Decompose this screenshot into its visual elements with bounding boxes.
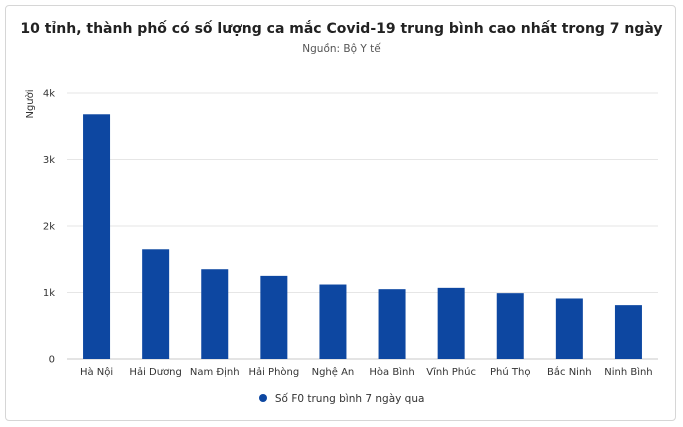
chart-subtitle: Nguồn: Bộ Y tế	[302, 43, 381, 55]
chart-title: 10 tỉnh, thành phố có số lượng ca mắc Co…	[20, 21, 663, 37]
bar[interactable]	[378, 289, 406, 359]
bar[interactable]	[319, 284, 347, 359]
legend[interactable]: Số F0 trung bình 7 ngày qua	[0, 393, 683, 405]
y-tick-labels: 0 1k 2k 3k 4k	[43, 89, 55, 366]
x-tick-label: Ninh Bình	[604, 366, 652, 378]
legend-label: Số F0 trung bình 7 ngày qua	[274, 393, 425, 405]
bar[interactable]	[614, 305, 642, 359]
bar[interactable]	[260, 275, 288, 359]
bar[interactable]	[142, 249, 170, 359]
bar[interactable]	[201, 269, 229, 359]
x-tick-label: Hải Phòng	[248, 366, 299, 378]
x-tick-label: Hà Nội	[80, 366, 113, 378]
bar[interactable]	[496, 293, 524, 359]
x-tick-label: Bắc Ninh	[547, 365, 592, 378]
y-tick-label: 2k	[43, 222, 55, 233]
legend-marker	[258, 394, 267, 402]
x-tick-label: Hải Dương	[129, 366, 181, 378]
y-tick-label: 3k	[43, 155, 55, 166]
bar[interactable]	[83, 114, 111, 359]
y-tick-label: 4k	[43, 89, 55, 100]
x-tick-label: Phú Thọ	[490, 366, 530, 378]
x-tick-label: Hòa Bình	[369, 366, 414, 378]
y-tick-label: 1k	[43, 288, 55, 299]
bar[interactable]	[437, 287, 465, 359]
x-tick-labels: Hà Nội Hải Dương Nam Định Hải Phòng Nghệ An H…	[80, 365, 653, 378]
x-tick-label: Vĩnh Phúc	[426, 366, 476, 378]
bar[interactable]	[555, 298, 583, 359]
x-tick-label: Nghệ An	[312, 366, 355, 378]
y-axis-title: Người	[24, 89, 36, 118]
bars	[83, 114, 642, 359]
x-tick-label: Nam Định	[190, 367, 240, 378]
y-tick-label: 0	[49, 355, 55, 366]
